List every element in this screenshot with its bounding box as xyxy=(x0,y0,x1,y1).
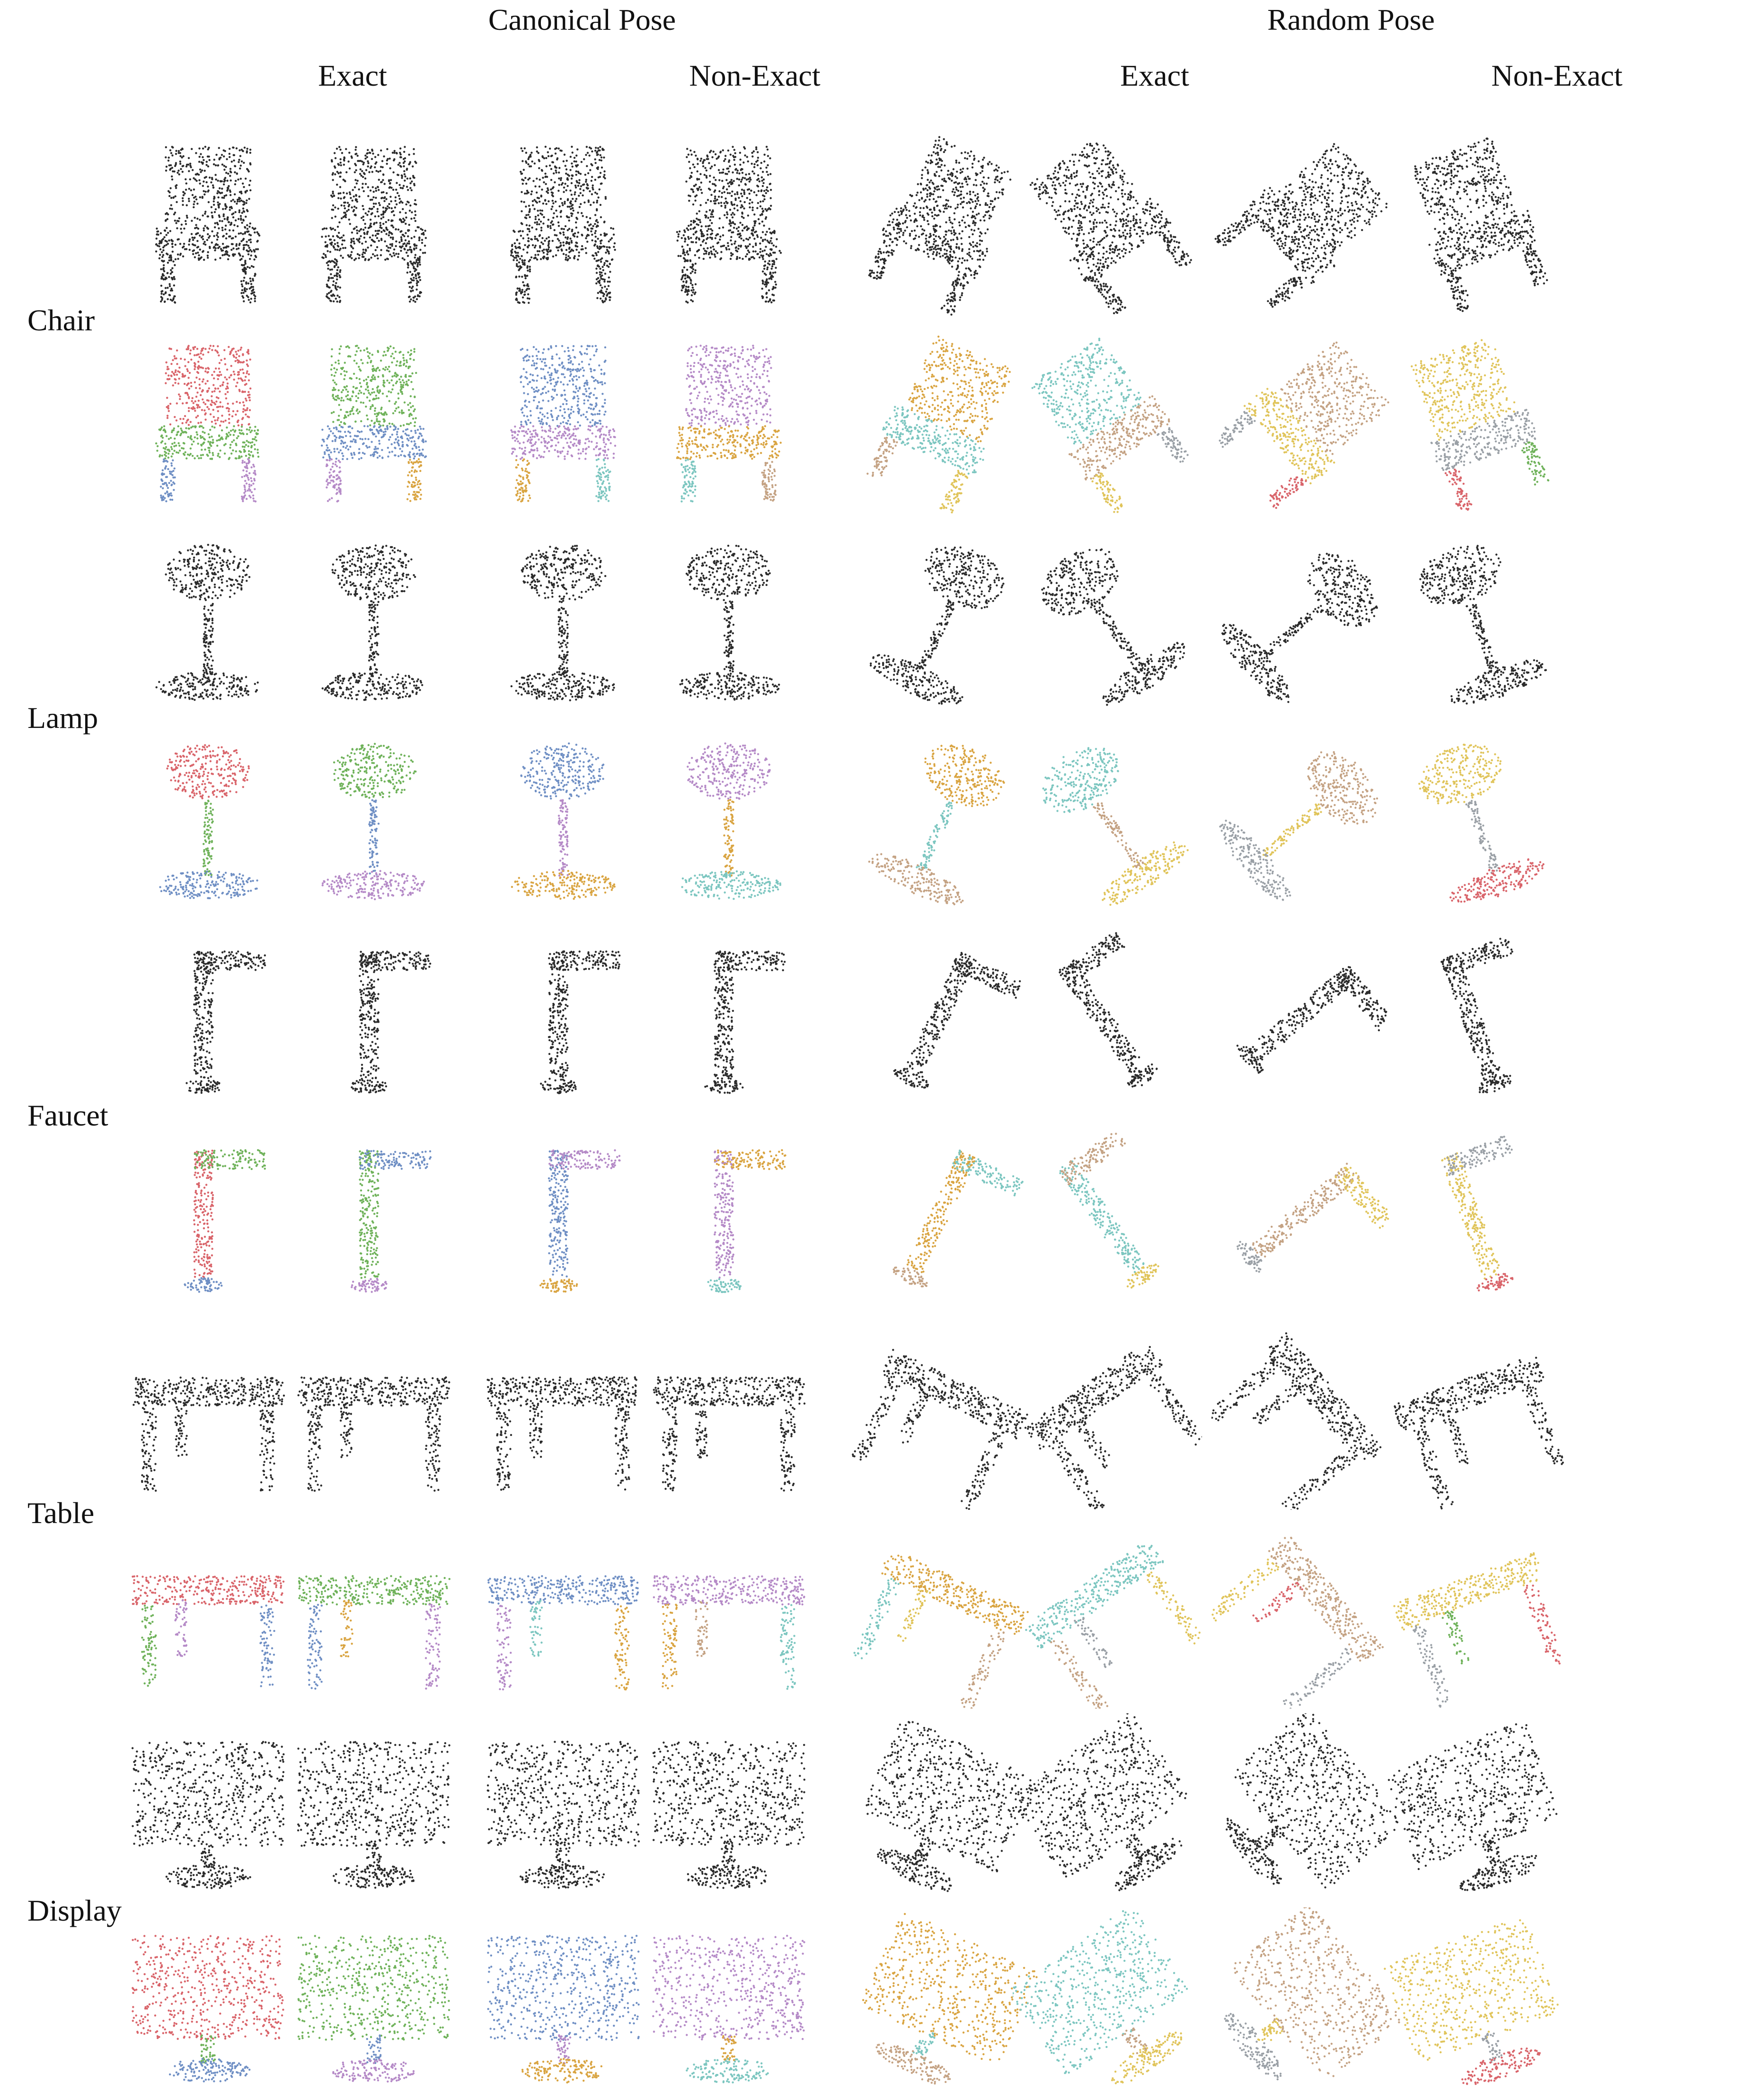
table-segmented-4 xyxy=(634,1519,823,1709)
header-random-non-exact: Non-Exact xyxy=(1491,61,1622,91)
header-canonical-pose: Canonical Pose xyxy=(488,5,676,35)
table-segmented-3 xyxy=(468,1519,658,1709)
faucet-point-cloud-4 xyxy=(634,923,823,1112)
display-point-cloud-8 xyxy=(1382,1713,1571,1903)
table-point-cloud-4 xyxy=(634,1320,823,1510)
display-segmented-5 xyxy=(849,1907,1039,2097)
lamp-point-cloud-2 xyxy=(279,525,468,715)
faucet-segmented-2 xyxy=(279,1122,468,1311)
row-label-display: Display xyxy=(27,1896,122,1926)
lamp-point-cloud-1 xyxy=(114,525,303,715)
display-segmented-2 xyxy=(279,1907,468,2097)
header-random-pose: Random Pose xyxy=(1267,5,1435,35)
faucet-segmented-7 xyxy=(1211,1122,1401,1311)
lamp-segmented-6 xyxy=(1013,724,1202,913)
faucet-segmented-3 xyxy=(468,1122,658,1311)
row-label-faucet: Faucet xyxy=(27,1100,108,1131)
display-segmented-6 xyxy=(1013,1907,1202,2097)
lamp-point-cloud-4 xyxy=(634,525,823,715)
table-point-cloud-7 xyxy=(1211,1320,1401,1510)
lamp-point-cloud-3 xyxy=(468,525,658,715)
faucet-point-cloud-3 xyxy=(468,923,658,1112)
chair-point-cloud-8 xyxy=(1382,128,1571,317)
table-segmented-8 xyxy=(1382,1519,1571,1709)
faucet-point-cloud-2 xyxy=(279,923,468,1112)
lamp-point-cloud-5 xyxy=(849,525,1039,715)
lamp-segmented-7 xyxy=(1211,724,1401,913)
header-canonical-non-exact: Non-Exact xyxy=(689,61,820,91)
faucet-segmented-8 xyxy=(1382,1122,1571,1311)
lamp-segmented-1 xyxy=(114,724,303,913)
lamp-segmented-2 xyxy=(279,724,468,913)
display-point-cloud-2 xyxy=(279,1713,468,1903)
chair-point-cloud-7 xyxy=(1211,128,1401,317)
chair-segmented-5 xyxy=(849,327,1039,516)
chair-segmented-2 xyxy=(279,327,468,516)
row-label-table: Table xyxy=(27,1498,94,1528)
display-segmented-1 xyxy=(114,1907,303,2097)
table-segmented-7 xyxy=(1211,1519,1401,1709)
chair-segmented-4 xyxy=(634,327,823,516)
table-segmented-5 xyxy=(849,1519,1039,1709)
display-point-cloud-3 xyxy=(468,1713,658,1903)
chair-segmented-7 xyxy=(1211,327,1401,516)
chair-point-cloud-3 xyxy=(468,128,658,317)
chair-point-cloud-6 xyxy=(1013,128,1202,317)
row-label-chair: Chair xyxy=(27,305,95,336)
chair-segmented-3 xyxy=(468,327,658,516)
faucet-segmented-5 xyxy=(849,1122,1039,1311)
chair-segmented-6 xyxy=(1013,327,1202,516)
chair-point-cloud-2 xyxy=(279,128,468,317)
display-point-cloud-4 xyxy=(634,1713,823,1903)
display-point-cloud-7 xyxy=(1211,1713,1401,1903)
chair-point-cloud-4 xyxy=(634,128,823,317)
chair-segmented-8 xyxy=(1382,327,1571,516)
display-point-cloud-1 xyxy=(114,1713,303,1903)
lamp-segmented-3 xyxy=(468,724,658,913)
table-segmented-2 xyxy=(279,1519,468,1709)
chair-point-cloud-5 xyxy=(849,128,1039,317)
lamp-segmented-4 xyxy=(634,724,823,913)
table-point-cloud-8 xyxy=(1382,1320,1571,1510)
table-point-cloud-3 xyxy=(468,1320,658,1510)
table-point-cloud-6 xyxy=(1013,1320,1202,1510)
chair-segmented-1 xyxy=(114,327,303,516)
row-label-lamp: Lamp xyxy=(27,703,98,733)
header-random-exact: Exact xyxy=(1120,61,1189,91)
display-segmented-7 xyxy=(1211,1907,1401,2097)
faucet-point-cloud-7 xyxy=(1211,923,1401,1112)
faucet-point-cloud-5 xyxy=(849,923,1039,1112)
table-point-cloud-5 xyxy=(849,1320,1039,1510)
faucet-segmented-4 xyxy=(634,1122,823,1311)
lamp-segmented-8 xyxy=(1382,724,1571,913)
display-point-cloud-5 xyxy=(849,1713,1039,1903)
table-point-cloud-2 xyxy=(279,1320,468,1510)
lamp-point-cloud-7 xyxy=(1211,525,1401,715)
display-segmented-8 xyxy=(1382,1907,1571,2097)
lamp-point-cloud-8 xyxy=(1382,525,1571,715)
display-segmented-3 xyxy=(468,1907,658,2097)
display-segmented-4 xyxy=(634,1907,823,2097)
table-segmented-6 xyxy=(1013,1519,1202,1709)
lamp-segmented-5 xyxy=(849,724,1039,913)
faucet-segmented-1 xyxy=(114,1122,303,1311)
header-canonical-exact: Exact xyxy=(318,61,387,91)
faucet-point-cloud-6 xyxy=(1013,923,1202,1112)
faucet-point-cloud-8 xyxy=(1382,923,1571,1112)
faucet-point-cloud-1 xyxy=(114,923,303,1112)
lamp-point-cloud-6 xyxy=(1013,525,1202,715)
faucet-segmented-6 xyxy=(1013,1122,1202,1311)
table-segmented-1 xyxy=(114,1519,303,1709)
chair-point-cloud-1 xyxy=(114,128,303,317)
table-point-cloud-1 xyxy=(114,1320,303,1510)
display-point-cloud-6 xyxy=(1013,1713,1202,1903)
